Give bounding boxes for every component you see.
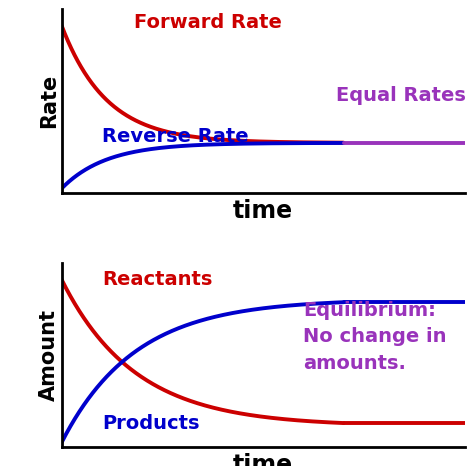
Y-axis label: Amount: Amount: [39, 309, 59, 401]
Y-axis label: Rate: Rate: [39, 74, 59, 129]
Text: Forward Rate: Forward Rate: [134, 13, 282, 32]
Text: Products: Products: [102, 414, 200, 433]
Text: Equilibrium:
No change in
amounts.: Equilibrium: No change in amounts.: [303, 301, 447, 373]
Text: Reverse Rate: Reverse Rate: [102, 127, 248, 146]
Text: Reactants: Reactants: [102, 270, 212, 289]
X-axis label: time: time: [233, 453, 293, 466]
X-axis label: time: time: [233, 199, 293, 223]
Text: Equal Rates: Equal Rates: [336, 86, 465, 105]
